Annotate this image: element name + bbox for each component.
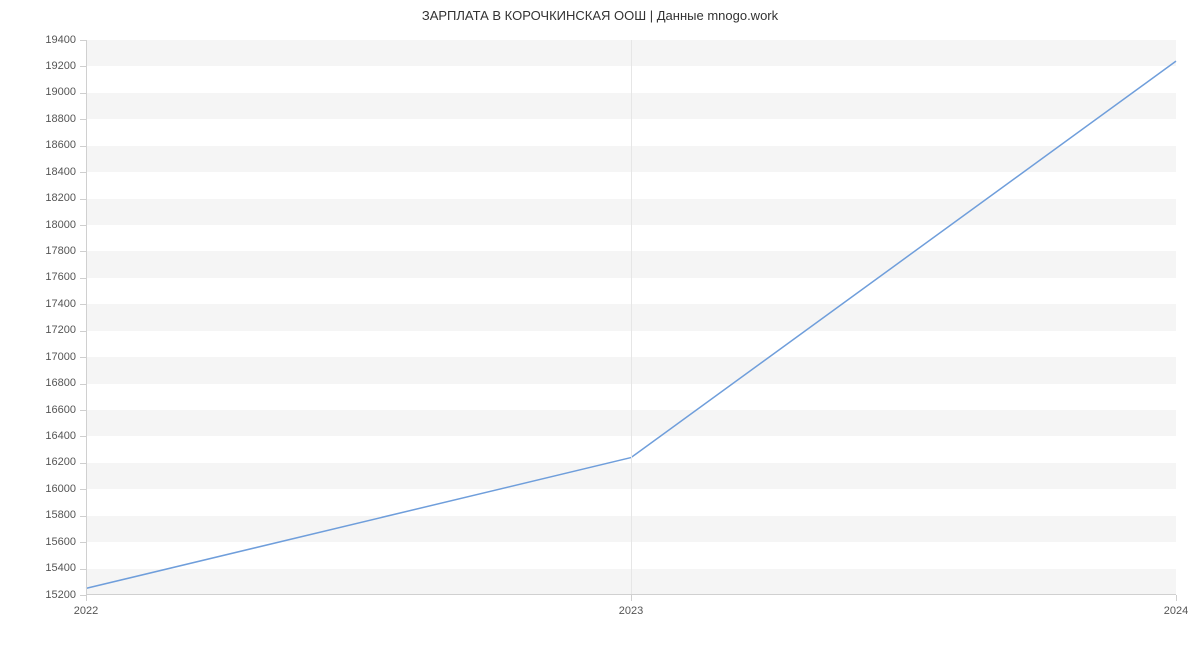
y-axis-label: 17200 [36,324,76,336]
line-chart: ЗАРПЛАТА В КОРОЧКИНСКАЯ ООШ | Данные mno… [0,0,1200,650]
y-axis-label: 15200 [36,589,76,601]
y-axis-label: 17600 [36,271,76,283]
y-tick [80,172,86,173]
x-tick [1176,595,1177,601]
y-tick [80,357,86,358]
y-axis-label: 16000 [36,483,76,495]
y-tick [80,119,86,120]
y-tick [80,93,86,94]
y-axis-label: 16200 [36,456,76,468]
x-axis-label: 2024 [1164,605,1188,617]
y-tick [80,199,86,200]
x-tick [631,595,632,601]
y-tick [80,489,86,490]
y-axis-label: 16600 [36,404,76,416]
chart-title: ЗАРПЛАТА В КОРОЧКИНСКАЯ ООШ | Данные mno… [0,8,1200,23]
y-tick [80,278,86,279]
y-axis-label: 18200 [36,192,76,204]
axis-line-left [86,40,87,595]
plot-area [86,40,1176,595]
y-axis-label: 18800 [36,113,76,125]
y-tick [80,331,86,332]
y-axis-label: 19400 [36,34,76,46]
y-axis-label: 18600 [36,139,76,151]
y-axis-label: 19200 [36,60,76,72]
y-tick [80,516,86,517]
y-tick [80,542,86,543]
y-axis-label: 18000 [36,219,76,231]
y-tick [80,436,86,437]
y-tick [80,251,86,252]
y-tick [80,304,86,305]
y-tick [80,384,86,385]
y-tick [80,410,86,411]
y-axis-label: 16400 [36,430,76,442]
x-axis-label: 2023 [619,605,643,617]
y-tick [80,146,86,147]
y-axis-label: 17800 [36,245,76,257]
y-axis-label: 15600 [36,536,76,548]
y-axis-label: 17000 [36,351,76,363]
y-axis-label: 17400 [36,298,76,310]
gridline-vertical [631,40,632,595]
x-axis-label: 2022 [74,605,98,617]
y-tick [80,463,86,464]
y-tick [80,569,86,570]
y-tick [80,66,86,67]
y-axis-label: 19000 [36,86,76,98]
x-tick [86,595,87,601]
y-axis-label: 16800 [36,377,76,389]
y-axis-label: 15400 [36,562,76,574]
y-tick [80,225,86,226]
y-axis-label: 18400 [36,166,76,178]
y-tick [80,40,86,41]
y-axis-label: 15800 [36,509,76,521]
